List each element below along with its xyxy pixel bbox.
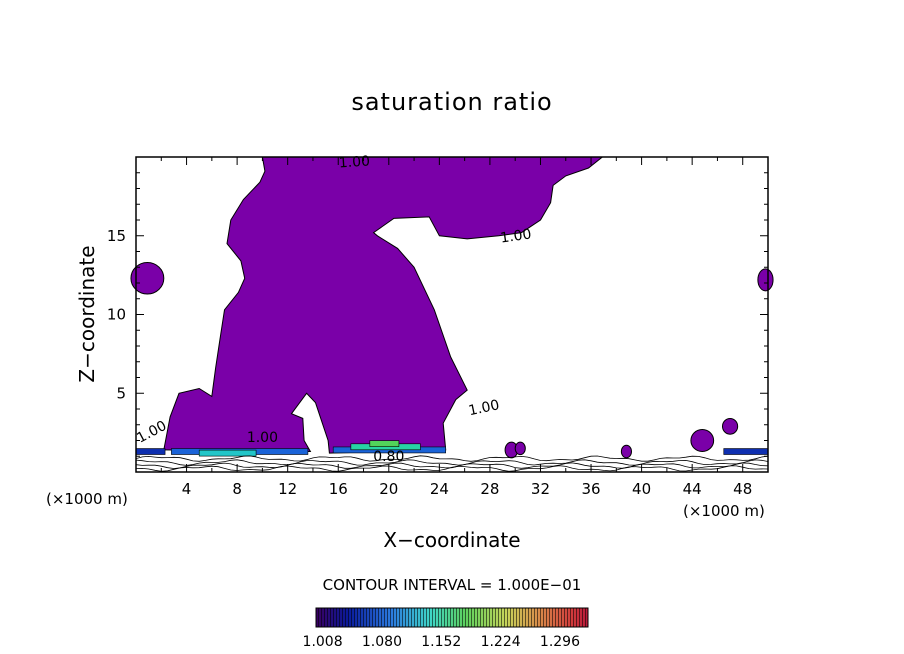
saturated-blob [130,262,165,295]
x-tick-label: 44 [683,480,702,498]
x-tick-label: 48 [733,480,752,498]
contour-interval-note: CONTOUR INTERVAL = 1.000E−01 [322,576,582,594]
y-tick-label: 15 [107,227,126,245]
plot-area [163,156,604,454]
colorbar-tick-label: 1.296 [540,634,580,650]
x-tick-label: 8 [232,480,242,498]
saturated-blobs [130,262,774,459]
x-tick-label: 32 [531,480,550,498]
y-tick-label: 5 [116,384,126,402]
colorbar-frame [315,607,589,628]
x-tick-label: 4 [182,480,192,498]
x-tick-label: 16 [329,480,348,498]
x-axis-label: X−coordinate [383,528,521,552]
x-tick-label: 12 [278,480,297,498]
x-tick-label: 40 [632,480,651,498]
x-unit-left: (×1000 m) [46,490,128,508]
near-surface-band [135,440,769,457]
band-segment [369,440,400,447]
x-unit-right: (×1000 m) [683,502,765,520]
saturated-blob [514,441,526,456]
saturated-blob [757,268,774,292]
surface-contour-line [135,465,769,472]
saturated-blob [721,417,739,435]
band-segment [723,448,769,455]
x-ticks: 4 8 12 16 20 24 28 32 36 40 44 48 [160,157,769,498]
x-tick-label: 28 [480,480,499,498]
band-segment [135,448,166,455]
saturated-blob [620,444,632,459]
surface-contour-line [135,455,769,462]
colorbar-ticks: 1.008 1.080 1.152 1.224 1.296 [303,634,581,650]
colorbar-tick-label: 1.080 [362,634,402,650]
x-tick-label: 36 [581,480,600,498]
saturated-blob [690,428,715,453]
x-tick-label: 20 [379,480,398,498]
contour-label: 0.80 [373,449,404,465]
chart-title: saturation ratio [351,88,553,116]
band-segment [198,449,257,457]
colorbar-tick-label: 1.008 [303,634,343,650]
contour-label: 1.00 [338,153,370,171]
contour-label: 1.00 [467,397,501,419]
y-axis-label: Z−coordinate [75,245,99,383]
colorbar: 1.008 1.080 1.152 1.224 1.296 [303,607,589,650]
y-ticks: 5 10 15 [107,172,768,457]
y-tick-label: 10 [107,306,126,324]
contour-label: 1.00 [134,418,169,447]
colorbar-tick-label: 1.224 [481,634,521,650]
x-tick-label: 24 [430,480,449,498]
colorbar-stripes [316,608,588,627]
saturated-region [163,156,604,454]
surface-contour-lines [135,455,769,472]
contour-label: 1.00 [247,430,278,446]
colorbar-tick-label: 1.152 [421,634,461,650]
surface-contour-line [135,459,769,466]
contour-label: 1.00 [499,226,532,246]
